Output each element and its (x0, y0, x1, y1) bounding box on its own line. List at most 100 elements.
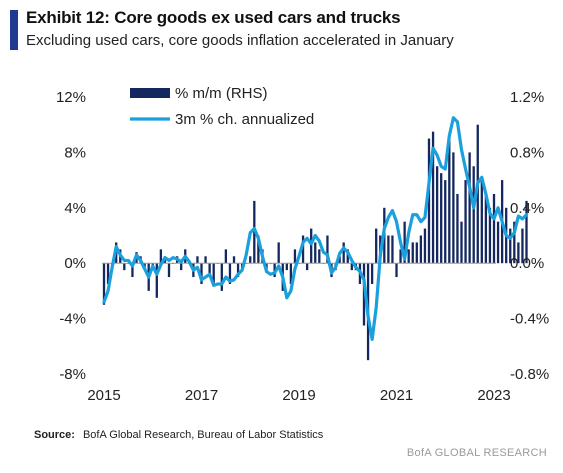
bar (460, 221, 463, 264)
bar (249, 256, 252, 264)
bar (289, 263, 293, 284)
x-tick-label: 2021 (380, 387, 413, 404)
x-tick-label: 2015 (87, 387, 120, 404)
bar (488, 207, 492, 264)
bar (236, 263, 240, 278)
bar (342, 242, 345, 264)
legend-label-line: 3m % ch. annualized (175, 111, 314, 128)
left-tick-label: 4% (64, 200, 86, 217)
bar (350, 263, 353, 271)
bar (167, 263, 171, 278)
x-tick-label: 2023 (477, 387, 510, 404)
bar (208, 263, 211, 278)
bar (419, 235, 423, 264)
bar (159, 249, 163, 264)
bar (484, 193, 488, 264)
right-axis-ticks: 1.2% 0.8% 0.4% 0.0% -0.4% -0.8% (510, 89, 549, 383)
bar (399, 249, 402, 264)
left-tick-label: -4% (59, 311, 86, 328)
bar (196, 256, 199, 264)
bar (346, 249, 349, 264)
right-tick-label: 0.0% (510, 255, 544, 272)
bar (375, 228, 378, 264)
x-tick-label: 2019 (282, 387, 315, 404)
bar (301, 235, 305, 264)
source-label: Source: (34, 429, 75, 441)
bar (407, 249, 410, 264)
chart-subtitle: Excluding used cars, core goods inflatio… (26, 32, 454, 49)
bar (180, 263, 183, 271)
bar (102, 263, 106, 305)
bar (480, 180, 483, 264)
bar (310, 228, 313, 264)
right-tick-label: 1.2% (510, 89, 544, 106)
bar (387, 235, 390, 264)
bar (472, 166, 475, 264)
title-accent-bar (10, 10, 18, 50)
bar (391, 235, 394, 264)
legend-label-bar: % m/m (RHS) (175, 85, 268, 102)
source-text: BofA Global Research, Bureau of Labor St… (82, 429, 324, 441)
bar (362, 263, 366, 326)
bar (452, 152, 455, 264)
bar (220, 263, 223, 291)
right-tick-label: -0.4% (510, 311, 549, 328)
bar (395, 263, 398, 278)
bar (415, 242, 418, 264)
bar (277, 242, 280, 264)
bar (232, 256, 236, 264)
bar (123, 263, 126, 271)
line-series-3m-annualized (102, 116, 529, 341)
bar (338, 256, 341, 264)
source-note: Source: BofA Global Research, Bureau of L… (34, 429, 323, 441)
bar (435, 166, 439, 264)
bar (496, 221, 500, 264)
bar (212, 263, 215, 284)
bar (423, 228, 427, 264)
left-axis-ticks: 12% 8% 4% 0% -4% -8% (56, 89, 86, 383)
bar (440, 173, 443, 264)
bar (411, 242, 414, 264)
bar (431, 131, 435, 264)
bar (444, 180, 447, 264)
bar (517, 242, 520, 264)
bar (513, 221, 516, 264)
bar (509, 228, 512, 264)
bar (314, 242, 317, 264)
x-axis-ticks: 2015 2017 2019 2021 2023 (87, 387, 510, 404)
bar (456, 193, 459, 264)
bar (464, 180, 467, 264)
bar (285, 263, 288, 271)
bar (492, 193, 496, 264)
bar (131, 263, 134, 278)
left-tick-label: 12% (56, 89, 86, 106)
bar (200, 263, 203, 284)
bar (448, 138, 451, 264)
chart-title: Exhibit 12: Core goods ex used cars and … (26, 8, 401, 27)
bar (403, 221, 406, 264)
bar (224, 249, 228, 264)
bar (427, 138, 431, 264)
bar (318, 249, 321, 264)
bar (228, 263, 232, 284)
x-tick-label: 2017 (185, 387, 218, 404)
left-tick-label: -8% (59, 366, 86, 383)
bar (370, 263, 374, 284)
legend: % m/m (RHS) 3m % ch. annualized (130, 85, 314, 128)
left-tick-label: 0% (64, 255, 86, 272)
bar (293, 249, 297, 264)
bar (257, 235, 260, 264)
bar (106, 263, 110, 284)
bar (525, 200, 528, 264)
bar (326, 235, 329, 264)
bar (204, 256, 207, 264)
bar (155, 263, 158, 298)
left-tick-label: 8% (64, 144, 86, 161)
bar (305, 263, 309, 271)
bar (468, 152, 471, 264)
bar (521, 228, 524, 264)
right-tick-label: -0.8% (510, 366, 549, 383)
bar (476, 124, 479, 264)
legend-swatch-bar (130, 88, 170, 98)
